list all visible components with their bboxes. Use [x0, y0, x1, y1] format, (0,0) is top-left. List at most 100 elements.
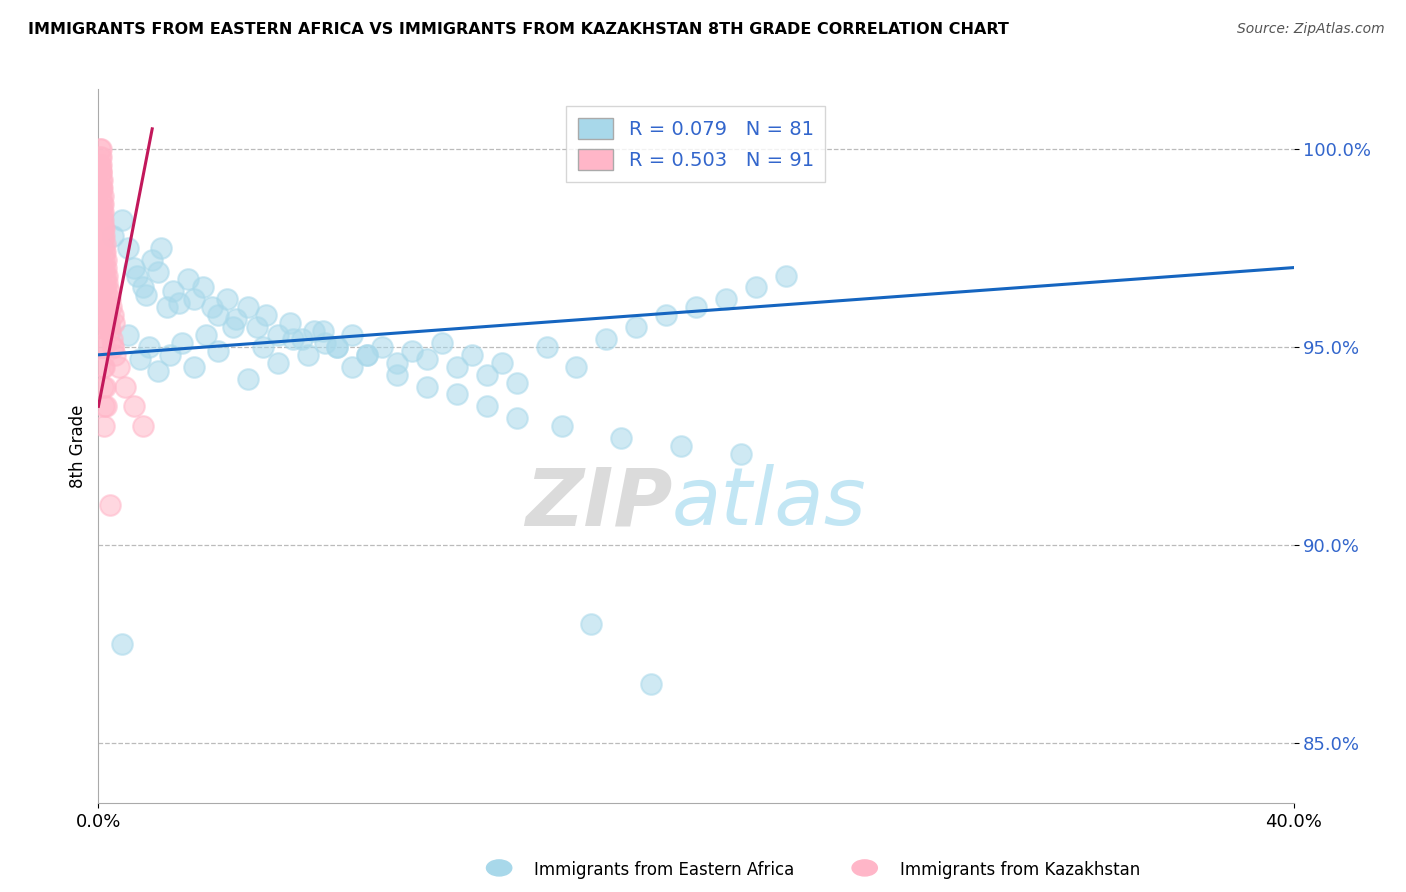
Legend: R = 0.079   N = 81, R = 0.503   N = 91: R = 0.079 N = 81, R = 0.503 N = 91 — [567, 106, 825, 181]
Point — [610, 431, 633, 445]
Point — [416, 379, 439, 393]
Point — [191, 280, 214, 294]
Point — [685, 300, 707, 314]
Point — [430, 335, 453, 350]
Point — [91, 221, 114, 235]
Point — [446, 387, 468, 401]
Point — [93, 252, 115, 267]
Point — [91, 205, 114, 219]
Point — [96, 300, 118, 314]
Text: Immigrants from Kazakhstan: Immigrants from Kazakhstan — [900, 861, 1140, 879]
Point — [93, 213, 115, 227]
Point — [91, 320, 114, 334]
Point — [97, 308, 120, 322]
Point — [167, 296, 190, 310]
Point — [215, 293, 238, 307]
Point — [311, 324, 333, 338]
Point — [91, 280, 114, 294]
Point — [385, 368, 409, 382]
Point — [93, 340, 115, 354]
Point — [101, 332, 124, 346]
Point — [124, 260, 146, 275]
Point — [177, 272, 200, 286]
Point — [104, 348, 127, 362]
Point — [90, 197, 112, 211]
Point — [148, 264, 170, 278]
Point — [97, 285, 120, 299]
Point — [90, 157, 112, 171]
Point — [98, 293, 121, 307]
Point — [93, 236, 115, 251]
Point — [730, 447, 752, 461]
Point — [100, 300, 122, 314]
Point — [183, 293, 205, 307]
Point — [93, 379, 115, 393]
Point — [714, 293, 737, 307]
Point — [342, 359, 364, 374]
Point — [96, 260, 118, 275]
Point — [385, 356, 409, 370]
Point — [195, 328, 218, 343]
Point — [640, 677, 662, 691]
Point — [91, 359, 114, 374]
Point — [89, 181, 111, 195]
Point — [89, 221, 111, 235]
Point — [94, 379, 117, 393]
Point — [89, 142, 111, 156]
Point — [401, 343, 423, 358]
Point — [138, 340, 160, 354]
Point — [246, 320, 269, 334]
Point — [129, 351, 152, 366]
Point — [159, 348, 181, 362]
Point — [371, 340, 394, 354]
Point — [89, 260, 111, 275]
Point — [90, 260, 112, 275]
Point — [156, 300, 179, 314]
Point — [91, 280, 114, 294]
Point — [91, 340, 114, 354]
Point — [89, 157, 111, 171]
Point — [111, 637, 134, 651]
Point — [356, 348, 378, 362]
Point — [96, 293, 118, 307]
Point — [775, 268, 797, 283]
Point — [172, 335, 194, 350]
Point — [101, 308, 124, 322]
Point — [207, 308, 229, 322]
Point — [278, 316, 301, 330]
Point — [141, 252, 163, 267]
Point — [150, 241, 173, 255]
Point — [94, 252, 117, 267]
Point — [90, 173, 112, 187]
Point — [267, 328, 290, 343]
Text: ZIP: ZIP — [524, 464, 672, 542]
Point — [94, 268, 117, 283]
Point — [91, 205, 114, 219]
Point — [183, 359, 205, 374]
Point — [93, 244, 115, 259]
Point — [315, 335, 337, 350]
Point — [132, 280, 155, 294]
Point — [236, 371, 259, 385]
Text: Source: ZipAtlas.com: Source: ZipAtlas.com — [1237, 22, 1385, 37]
Point — [98, 499, 122, 513]
Point — [90, 340, 112, 354]
Point — [201, 300, 224, 314]
Point — [91, 189, 114, 203]
Point — [446, 359, 468, 374]
Point — [94, 277, 117, 291]
Point — [90, 300, 112, 314]
Point — [745, 280, 768, 294]
Point — [342, 328, 364, 343]
Point — [90, 165, 112, 179]
Point — [90, 320, 112, 334]
Point — [94, 400, 117, 414]
Point — [302, 324, 325, 338]
Point — [297, 348, 319, 362]
Point — [90, 280, 112, 294]
Point — [103, 316, 125, 330]
Point — [655, 308, 678, 322]
Point — [267, 356, 290, 370]
Point — [225, 312, 247, 326]
Point — [90, 260, 112, 275]
